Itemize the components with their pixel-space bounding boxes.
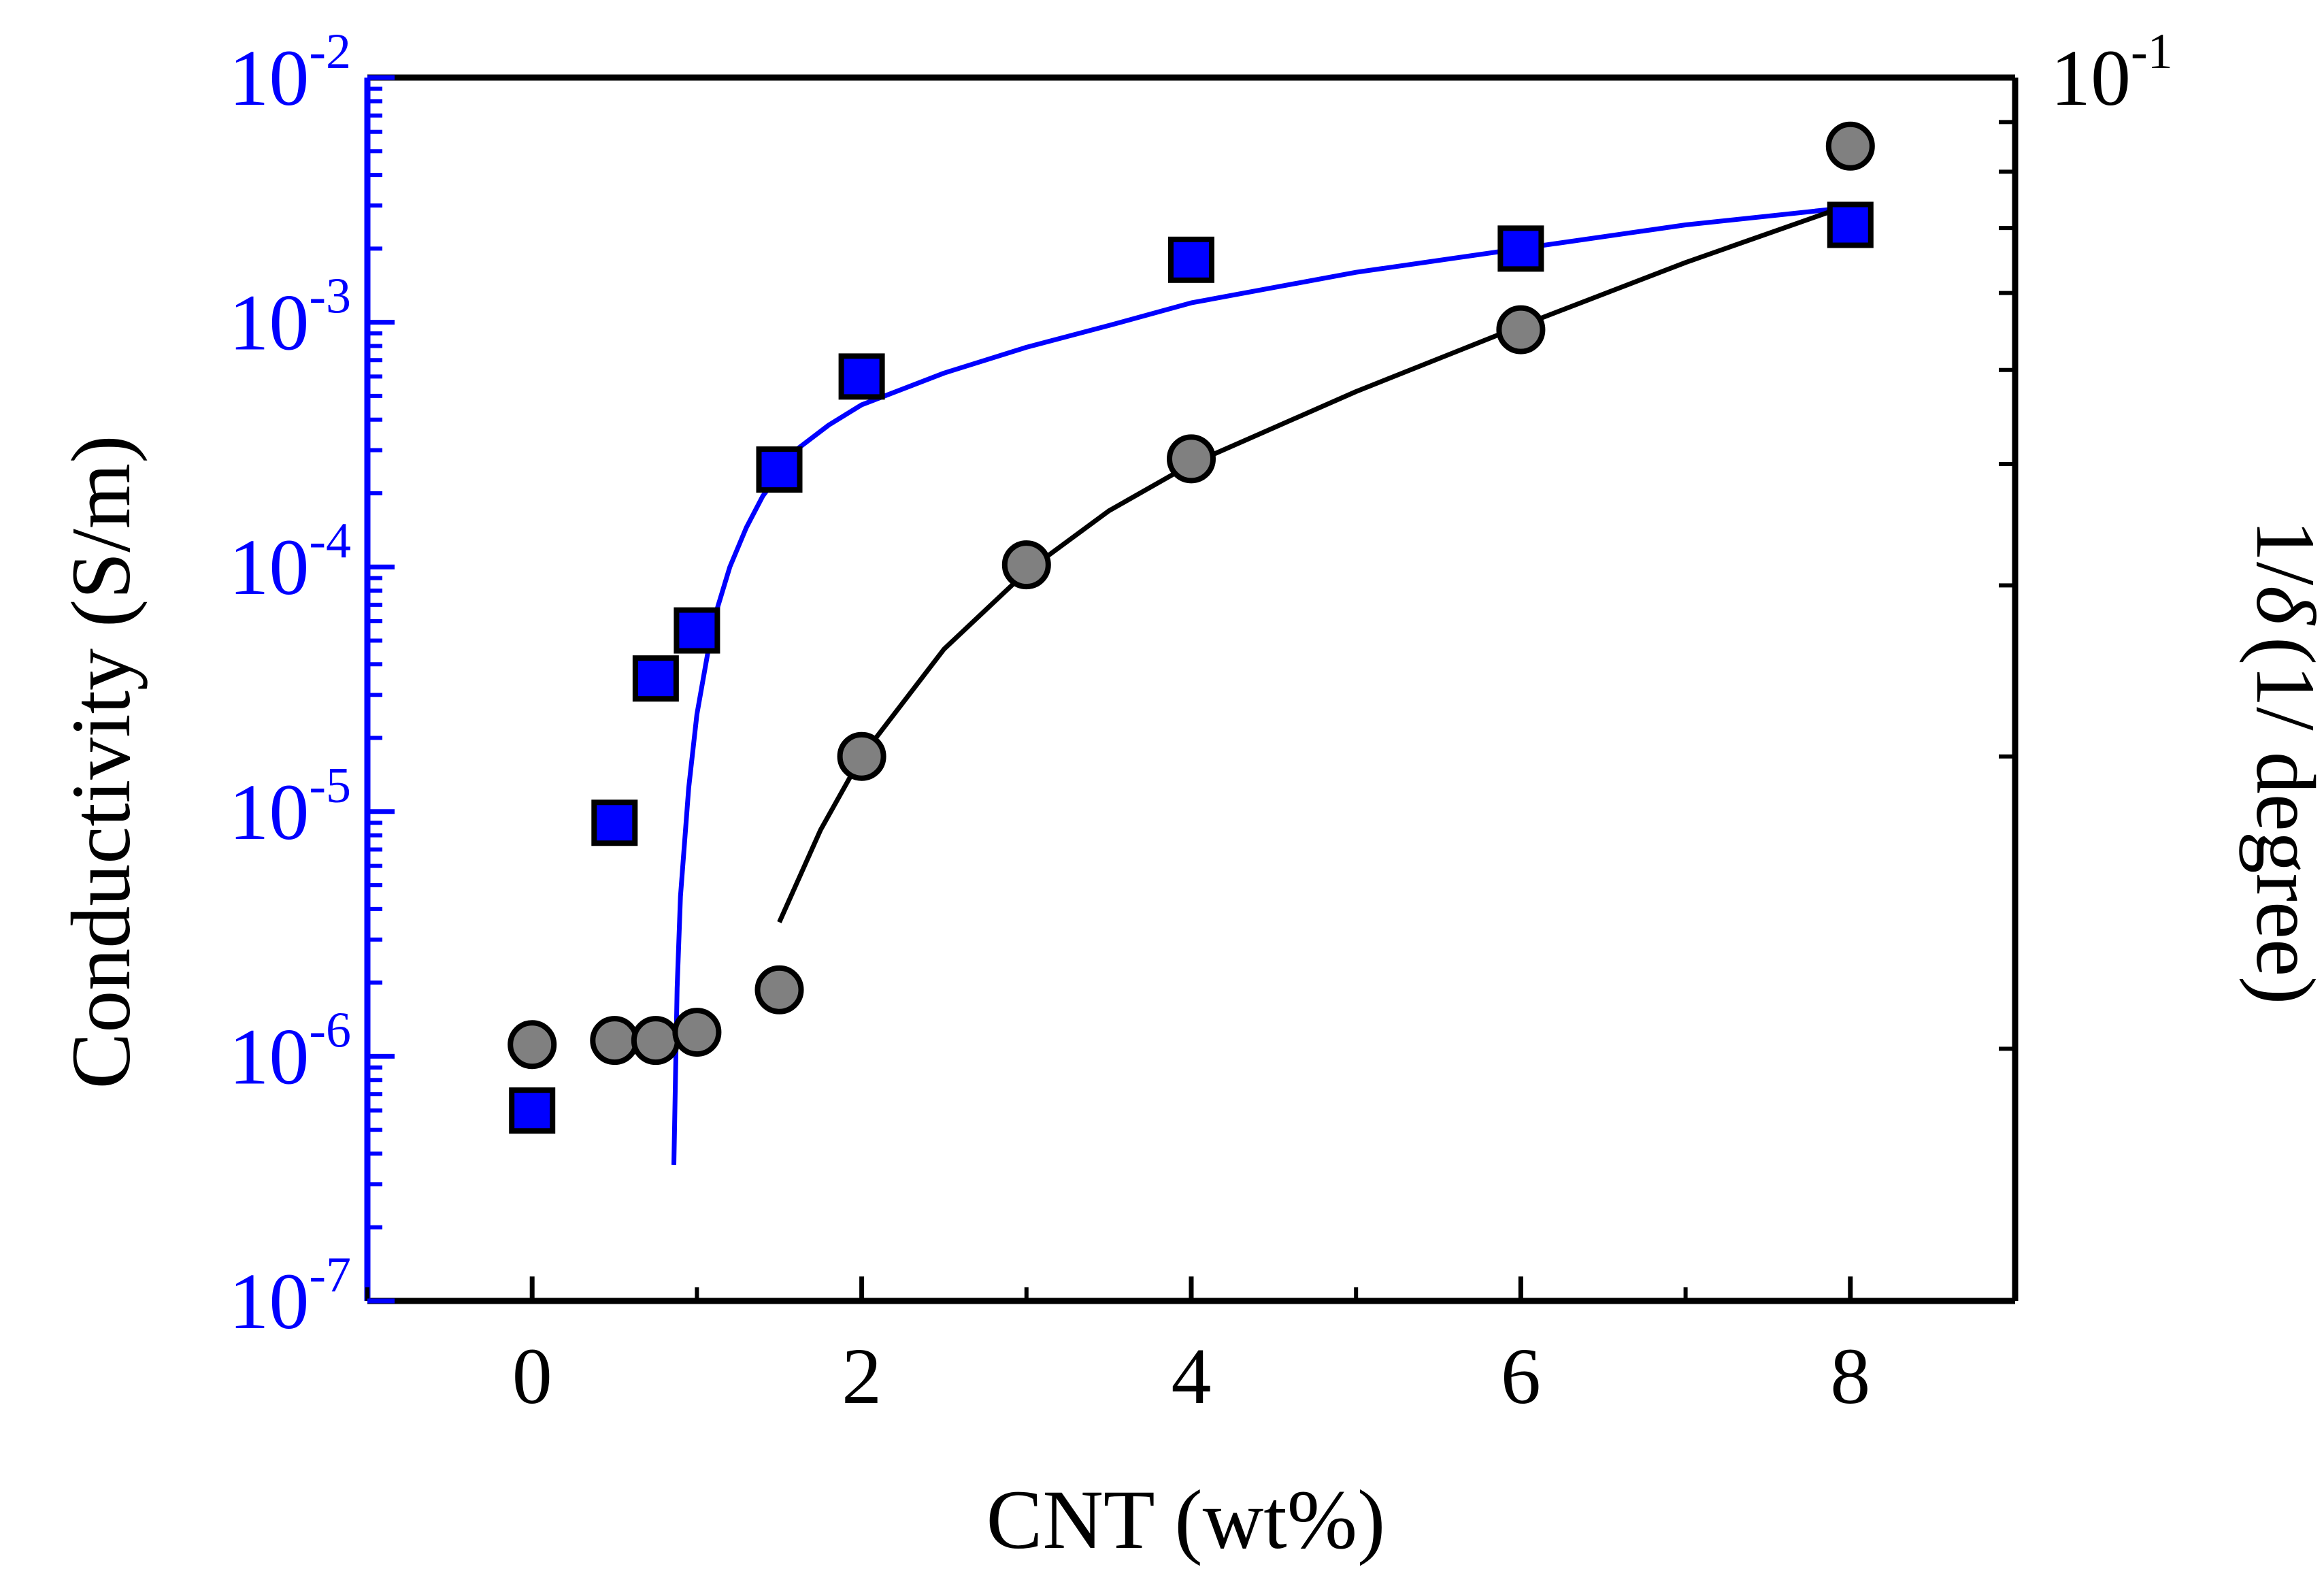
conductivity-point-4 <box>756 446 803 493</box>
y-left-axis-title: Conductivity (S/m) <box>54 435 148 1089</box>
inverse-delta-point-1 <box>590 1016 640 1066</box>
x-tick-label: 8 <box>1830 1332 1870 1421</box>
y-left-tick-label: 10-3 <box>229 269 351 367</box>
inverse-delta-point-3 <box>672 1008 722 1057</box>
y-left-tick-label: 10-7 <box>229 1247 351 1346</box>
y-left-tick-exponent: -2 <box>309 24 351 80</box>
inverse-delta-point-7 <box>1167 434 1216 484</box>
y-left-tick-base: 10 <box>229 768 309 857</box>
inverse-delta-point-4 <box>754 965 804 1014</box>
inverse-delta-point-2 <box>631 1016 680 1066</box>
data-markers <box>508 121 1875 1134</box>
conductivity-point-6 <box>1168 236 1214 283</box>
conductivity-point-8 <box>1827 201 1874 248</box>
y-left-tick-label: 10-4 <box>229 513 351 612</box>
y-left-tick-base: 10 <box>229 1012 309 1101</box>
y-left-tick-base: 10 <box>229 278 309 367</box>
y-left-tick-label: 10-2 <box>229 24 351 122</box>
y-left-tick-label: 10-6 <box>229 1002 351 1101</box>
y-right-tick-base: 10 <box>2051 33 2131 122</box>
axes: 0 2 4 6 810-710-610-510-410-310-2 10-1 <box>229 24 2172 1421</box>
x-tick-label: 2 <box>842 1332 882 1421</box>
y-left-tick-exponent: -5 <box>309 758 351 814</box>
inverse-delta-point-5 <box>837 731 886 781</box>
inverse-delta-point-6 <box>1001 540 1051 590</box>
y-right-title-part-2: (1/ degree) <box>2239 637 2324 1004</box>
inverse-delta-point-9 <box>1825 121 1875 171</box>
y-left-tick-base: 10 <box>229 1257 309 1346</box>
y-left-tick-exponent: -3 <box>309 269 351 325</box>
x-tick-label: 0 <box>512 1332 552 1421</box>
inverse-delta-point-8 <box>1496 305 1546 354</box>
y-left-tick-exponent: -6 <box>309 1002 351 1058</box>
conductivity-point-2 <box>632 655 679 702</box>
y-right-title-symbol: δ <box>2239 585 2324 626</box>
x-tick-label: 6 <box>1501 1332 1541 1421</box>
y-right-tick-exponent: -1 <box>2131 24 2173 80</box>
y-right-axis-title: 1/δ (1/ degree) <box>2239 520 2324 1005</box>
y-left-tick-exponent: -4 <box>309 513 351 569</box>
conductivity-point-5 <box>838 353 885 400</box>
conductivity-point-7 <box>1497 225 1544 272</box>
y-left-tick-label: 10-5 <box>229 758 351 857</box>
conductivity-point-0 <box>509 1087 556 1134</box>
inverse-delta-point-0 <box>508 1020 557 1070</box>
y-left-tick-base: 10 <box>229 523 309 612</box>
x-tick-label: 4 <box>1172 1332 1212 1421</box>
conductivity-point-3 <box>674 607 720 654</box>
inverse-delta-fit-line <box>777 202 1851 923</box>
y-right-tick-label: 10-1 <box>2051 24 2173 122</box>
y-left-tick-base: 10 <box>229 33 309 122</box>
y-right-title-part-1: 1/ <box>2239 520 2324 586</box>
y-left-tick-exponent: -7 <box>309 1247 351 1303</box>
conductivity-point-1 <box>591 799 638 846</box>
x-axis-title: CNT (wt%) <box>986 1473 1386 1566</box>
